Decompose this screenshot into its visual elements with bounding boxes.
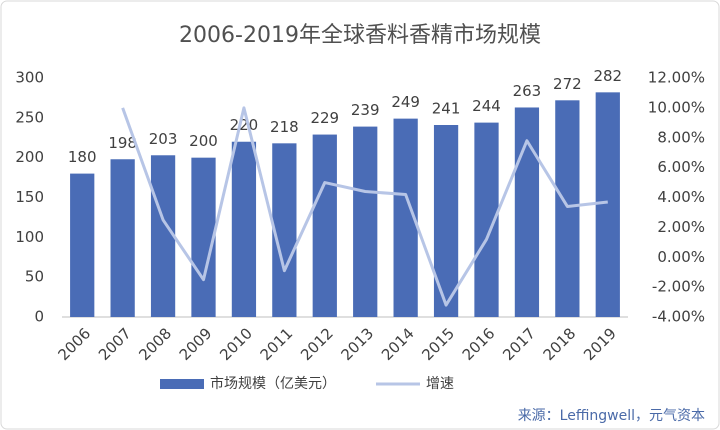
y2-tick-label: -4.00% — [652, 308, 705, 326]
data-label: 244 — [472, 97, 501, 115]
bar — [110, 159, 135, 317]
y2-tick-label: 10.00% — [648, 98, 705, 116]
bar — [231, 141, 257, 317]
bar — [433, 125, 459, 318]
bar — [191, 157, 216, 317]
data-label: 180 — [68, 148, 97, 166]
bar — [514, 107, 540, 317]
bar — [555, 100, 580, 317]
legend-swatch — [160, 379, 204, 389]
y-tick-label: 300 — [15, 69, 44, 87]
data-label: 272 — [553, 75, 582, 93]
data-label: 198 — [108, 134, 137, 152]
data-label: 203 — [149, 130, 178, 148]
data-label: 241 — [432, 100, 461, 118]
data-label: 200 — [189, 132, 218, 150]
y2-tick-label: 0.00% — [657, 248, 705, 266]
y2-tick-label: 12.00% — [648, 69, 705, 87]
y-tick-label: 100 — [15, 228, 44, 246]
bar — [150, 155, 176, 317]
line — [121, 106, 608, 307]
bar — [272, 143, 297, 317]
bar — [70, 173, 95, 317]
data-label: 239 — [351, 101, 380, 119]
legend-label: 市场规模（亿美元） — [210, 375, 336, 392]
y-tick-label: 50 — [25, 268, 44, 286]
chart-title: 2006-2019年全球香料香精市场规模 — [179, 23, 541, 48]
bar — [353, 126, 378, 317]
y-tick-label: 250 — [15, 108, 44, 126]
legend-label: 增速 — [426, 376, 454, 392]
y2-tick-label: -2.00% — [652, 278, 705, 296]
y2-tick-label: 2.00% — [657, 218, 705, 236]
data-label: 263 — [513, 82, 542, 100]
data-label: 220 — [230, 116, 259, 134]
data-label: 229 — [310, 109, 339, 127]
source-note: 来源：Leffingwell，元气资本 — [518, 408, 705, 424]
y2-tick-label: 6.00% — [657, 158, 705, 176]
data-label: 218 — [270, 118, 299, 136]
y-tick-label: 0 — [34, 308, 44, 326]
y-tick-label: 150 — [15, 188, 44, 206]
bar — [312, 134, 337, 317]
data-label: 249 — [391, 93, 420, 111]
y2-tick-label: 8.00% — [657, 128, 705, 146]
y2-tick-label: 4.00% — [657, 188, 705, 206]
data-label: 282 — [593, 67, 622, 85]
y-tick-label: 200 — [15, 148, 44, 166]
bar — [595, 92, 620, 317]
